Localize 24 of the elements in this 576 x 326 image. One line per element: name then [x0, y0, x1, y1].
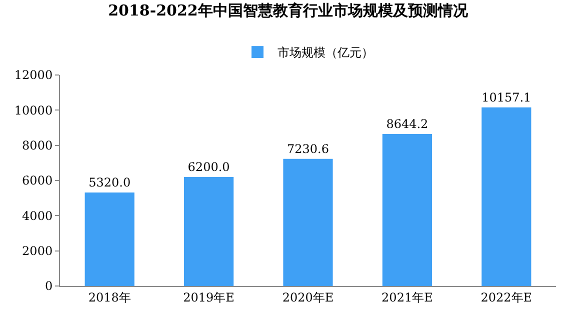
y-tick-label: 2000 [22, 244, 53, 258]
x-tick-label: 2019年E [183, 290, 234, 304]
y-tick-label: 6000 [22, 174, 53, 188]
bar [184, 176, 234, 286]
y-tick-label: 8000 [22, 138, 53, 153]
legend-label: 市场规模（亿元） [278, 46, 374, 60]
bar [382, 134, 432, 286]
y-tick-label: 12000 [14, 68, 53, 82]
x-tick-label: 2021年E [382, 290, 433, 304]
bar [84, 192, 134, 286]
text: 6200.0 [188, 160, 230, 174]
bar [482, 107, 532, 286]
bar [283, 158, 333, 286]
x-tick-label: 2020年E [282, 290, 334, 304]
y-tick-label: 10000 [14, 103, 53, 118]
text: 5320.0 [88, 175, 131, 190]
text: 7230.6 [287, 142, 329, 156]
x-tick-label: 2022年E [480, 290, 532, 304]
x-tick-label: 2018年 [88, 290, 131, 304]
text: 8644.2 [386, 117, 428, 132]
y-tick-label: 0 [44, 279, 53, 294]
text: 10157.1 [482, 90, 532, 104]
y-tick-label: 4000 [22, 208, 53, 223]
chart-title: 2018-2022年中国智慧教育行业市场规模及预测情况 [108, 1, 469, 20]
